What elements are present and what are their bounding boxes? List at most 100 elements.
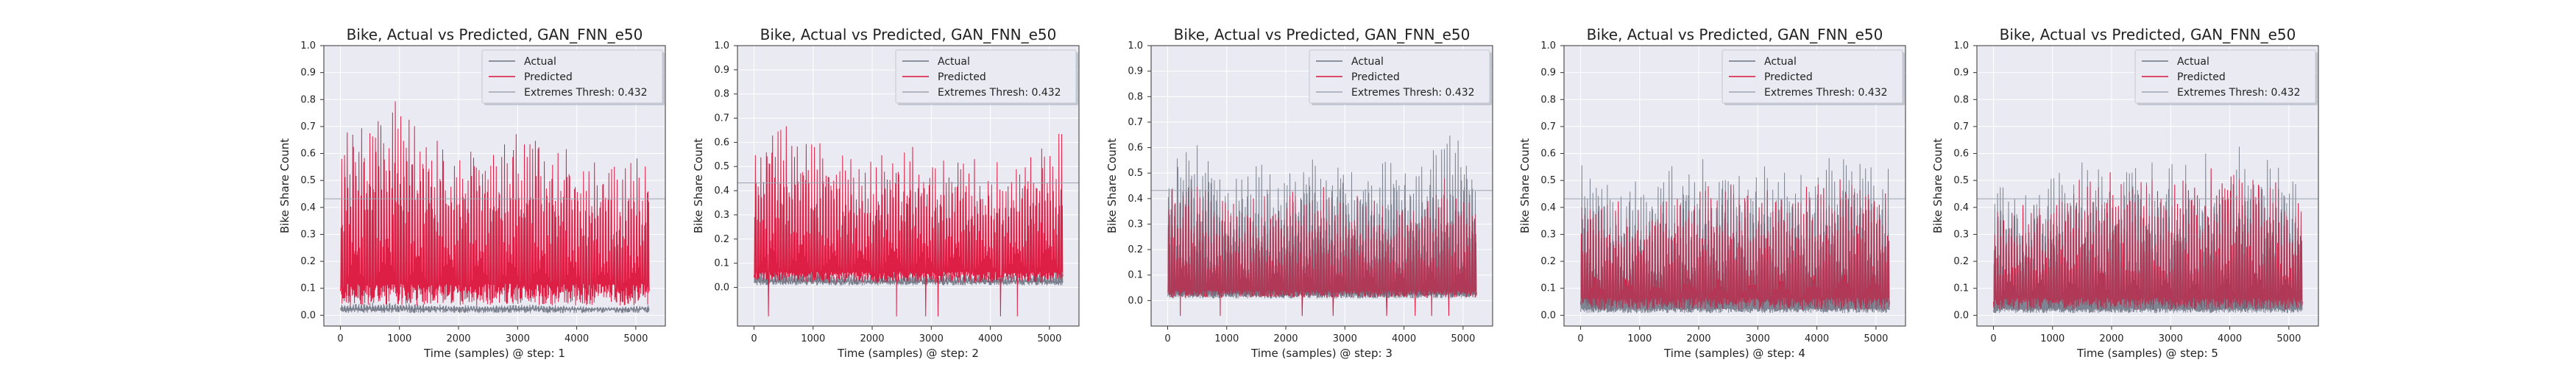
x-tick-label: 1000: [801, 333, 825, 344]
y-tick-label: 0.8: [1128, 91, 1143, 102]
x-tick-label: 2000: [860, 333, 884, 344]
y-tick-label: 0.7: [1540, 121, 1556, 132]
y-tick-label: 0.5: [1540, 175, 1556, 186]
legend-box: [1309, 49, 1490, 104]
y-tick-label: 0.5: [714, 161, 729, 172]
x-axis-label: Time (samples) @ step: 4: [1663, 347, 1805, 360]
x-tick-label: 3000: [1333, 333, 1357, 344]
y-tick-label: 0.7: [1128, 117, 1143, 128]
y-tick-label: 0.0: [1128, 295, 1143, 306]
y-tick-label: 0.4: [1953, 202, 1969, 213]
x-tick-label: 3000: [2159, 333, 2183, 344]
x-tick-label: 2000: [2099, 333, 2123, 344]
y-axis-label: Bike Share Count: [692, 138, 705, 233]
legend-label: Predicted: [2177, 71, 2226, 83]
chart-title: Bike, Actual vs Predicted, GAN_FNN_e50: [760, 26, 1057, 43]
predicted-series-overlay: [1993, 168, 2303, 311]
y-tick-label: 0.6: [714, 137, 729, 148]
y-tick-label: 0.4: [1540, 202, 1556, 213]
y-tick-label: 0.8: [714, 89, 729, 100]
y-tick-label: 0.8: [300, 94, 316, 105]
legend-label: Predicted: [1351, 71, 1400, 83]
legend: Actual Predicted Extremes Thresh: 0.432: [895, 49, 1078, 105]
x-tick-label: 5000: [1864, 333, 1888, 344]
y-tick-label: 0.9: [300, 68, 316, 79]
axes-frame: [1150, 45, 1493, 327]
predicted-series-line: [340, 101, 650, 306]
legend-label: Actual: [1351, 56, 1384, 68]
y-tick-label: 1.0: [714, 40, 729, 52]
x-tick-label: 0: [751, 333, 757, 344]
x-axis-label: Time (samples) @ step: 3: [1250, 347, 1393, 360]
predicted-series-overlay: [1167, 178, 1477, 316]
x-tick-label: 2000: [1273, 333, 1298, 344]
chart-panel-4: 0.0 0.1 0.2 0.3 0.4 0.5 0.6 0.7 0.8 0.9 1.0 0 1000 20…: [1518, 26, 1906, 360]
x-tick-label: 5000: [623, 333, 648, 344]
y-tick-label: 0.6: [300, 149, 316, 160]
legend-entry-actual: Actual: [489, 56, 556, 68]
y-tick-label: 0.7: [714, 113, 729, 124]
y-tick-label: 0.2: [1540, 256, 1556, 267]
y-tick-label: 0.9: [714, 65, 729, 76]
y-tick-label: 0.8: [1540, 94, 1556, 105]
actual-series-line: [1993, 146, 2303, 314]
x-tick-label: 4000: [565, 333, 589, 344]
legend-label: Extremes Thresh: 0.432: [2177, 87, 2301, 99]
y-tick-label: 0.7: [1953, 121, 1969, 132]
x-tick-label: 0: [1990, 333, 1996, 344]
chart-title: Bike, Actual vs Predicted, GAN_FNN_e50: [1587, 26, 1883, 43]
legend-box: [2134, 49, 2316, 104]
legend-entry-threshold: Extremes Thresh: 0.432: [1729, 87, 1888, 99]
x-tick-label: 1000: [387, 333, 411, 344]
legend-entry-actual: Actual: [1729, 56, 1797, 68]
x-tick-label: 0: [1164, 333, 1170, 344]
y-tick-label: 0.0: [1540, 310, 1556, 321]
legend-label: Predicted: [938, 71, 986, 83]
chart-panel-3: 0.0 0.1 0.2 0.3 0.4 0.5 0.6 0.7 0.8 0.9 1.0 0 1000 20…: [1105, 26, 1493, 360]
chart-panel-2: 0.0 0.1 0.2 0.3 0.4 0.5 0.6 0.7 0.8 0.9 1.0 0 1000 20…: [692, 26, 1080, 360]
legend-label: Actual: [524, 56, 556, 68]
legend-label: Predicted: [1764, 71, 1813, 83]
x-tick-label: 4000: [1392, 333, 1416, 344]
y-tick-label: 0.0: [1953, 310, 1969, 321]
y-tick-label: 0.5: [1128, 168, 1143, 179]
y-axis-label: Bike Share Count: [278, 138, 291, 233]
y-tick-label: 0.3: [1128, 219, 1143, 230]
predicted-series-line: [754, 126, 1064, 316]
legend-entry-predicted: Predicted: [1729, 71, 1813, 83]
y-tick-label: 0.1: [1953, 283, 1969, 294]
y-tick-label: 0.1: [714, 258, 729, 269]
legend-entry-threshold: Extremes Thresh: 0.432: [1316, 87, 1475, 99]
legend-entry-actual: Actual: [1316, 56, 1384, 68]
predicted-series-overlay: [1580, 179, 1890, 311]
legend-entry-actual: Actual: [902, 56, 970, 68]
legend: Actual Predicted Extremes Thresh: 0.432: [1309, 49, 1492, 105]
y-tick-label: 0.2: [300, 256, 316, 267]
legend-entry-actual: Actual: [2142, 56, 2209, 68]
legend-label: Actual: [2177, 56, 2209, 68]
y-tick-label: 0.6: [1953, 149, 1969, 160]
axes-frame: [1976, 45, 2319, 327]
y-tick-label: 1.0: [1540, 40, 1556, 52]
legend-label: Extremes Thresh: 0.432: [1351, 87, 1475, 99]
actual-series-line: [340, 302, 650, 314]
x-tick-label: 3000: [919, 333, 944, 344]
axes-frame: [1563, 45, 1906, 327]
x-tick-label: 2000: [446, 333, 470, 344]
y-tick-label: 0.6: [1128, 143, 1143, 154]
x-axis-label: Time (samples) @ step: 5: [2076, 347, 2218, 360]
legend-entry-threshold: Extremes Thresh: 0.432: [902, 87, 1061, 99]
chart-title: Bike, Actual vs Predicted, GAN_FNN_e50: [347, 26, 643, 43]
x-axis-label: Time (samples) @ step: 2: [837, 347, 979, 360]
y-axis-label: Bike Share Count: [1518, 138, 1532, 233]
x-tick-label: 1000: [1627, 333, 1652, 344]
y-tick-label: 1.0: [300, 40, 316, 52]
y-tick-label: 0.9: [1128, 66, 1143, 77]
chart-panel-1: 0.0 0.1 0.2 0.3 0.4 0.5 0.6 0.7 0.8 0.9 1.0 0 1000 20…: [278, 26, 666, 360]
y-tick-label: 0.1: [1540, 283, 1556, 294]
y-tick-label: 0.9: [1953, 68, 1969, 79]
axes-frame: [323, 45, 666, 327]
legend-label: Extremes Thresh: 0.432: [938, 87, 1061, 99]
y-tick-label: 0.4: [300, 202, 316, 213]
